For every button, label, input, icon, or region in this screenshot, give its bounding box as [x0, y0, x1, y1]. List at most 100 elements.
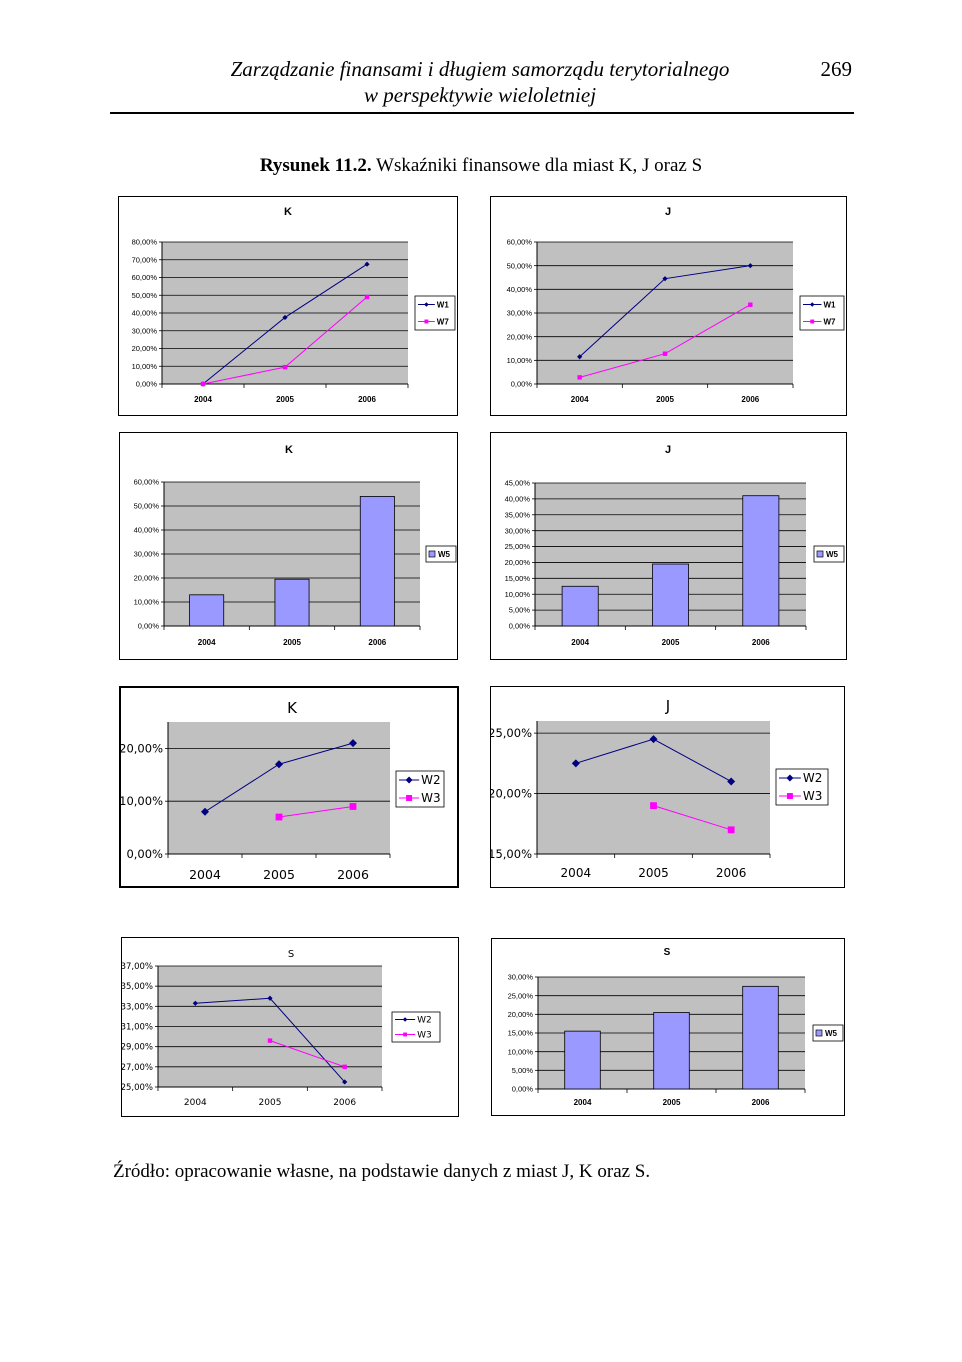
point-w2-2004	[192, 1000, 198, 1006]
y-tick-label: 0,00%	[512, 1085, 534, 1094]
header-rule	[110, 112, 854, 114]
y-tick-label: 25,00%	[505, 542, 531, 551]
x-tick-label: 2004	[184, 1098, 207, 1108]
y-tick-label: 20,00%	[505, 558, 531, 567]
bar-w5-2005	[653, 1012, 690, 1090]
y-tick-label: 20,00%	[507, 332, 533, 341]
x-tick-label: 2004	[198, 638, 216, 647]
legend-label-w3: W3	[421, 791, 441, 805]
point-w2-2005	[649, 735, 658, 744]
point-w7-2004	[200, 381, 206, 387]
point-w7-2005	[662, 351, 668, 356]
y-tick-label: 20,00%	[508, 1010, 534, 1019]
point-w1-2006	[747, 263, 753, 269]
bar-w5-2005	[274, 578, 310, 627]
point-w1-2005	[662, 276, 668, 282]
chart-j-w2-w3: J 15,00% 20,00% 25,00% 2004 2005 2006 W2 W3	[490, 686, 845, 888]
point-w7-2006	[364, 294, 370, 300]
x-tick-label: 2004	[574, 1098, 592, 1107]
y-tick-label: 60,00%	[134, 478, 160, 487]
chart-title: K	[285, 444, 293, 456]
legend-label-w3: W3	[417, 1031, 432, 1041]
y-tick-label: 35,00%	[122, 982, 153, 992]
y-tick-label: 30,00%	[507, 309, 533, 318]
chart-svg: K 0,00% 10,00% 20,00% 30,00% 40,00% 50,00% 60,0…	[134, 444, 457, 647]
y-tick-label: 29,00%	[122, 1043, 153, 1053]
y-tick-label: 20,00%	[121, 741, 163, 755]
legend-marker-w2	[405, 776, 413, 784]
legend-label-w5: W5	[826, 550, 839, 559]
legend-swatch-w5	[816, 550, 824, 558]
legend-label-w2: W2	[803, 771, 823, 785]
point-w2-2006	[342, 1079, 348, 1085]
y-tick-label: 30,00%	[134, 550, 160, 559]
source-note: Źródło: opracowanie własne, na podstawie…	[113, 1161, 651, 1182]
y-tick-label: 0,00%	[509, 622, 531, 631]
y-tick-label: 20,00%	[134, 574, 160, 583]
legend-box	[414, 295, 456, 331]
y-tick-label: 0,00%	[511, 380, 533, 389]
y-tick-label: 10,00%	[508, 1047, 534, 1056]
y-tick-label: 0,00%	[126, 847, 163, 861]
chart-svg: K 0,00% 10,00% 20,00% 30,00% 40,00% 50,00% 60,0…	[132, 206, 456, 404]
legend-label-w7: W7	[437, 317, 450, 326]
point-w7-2006	[748, 302, 753, 307]
point-w7-2005	[282, 364, 288, 370]
point-w2-2005	[275, 760, 283, 769]
x-tick-label: 2005	[283, 638, 301, 647]
y-tick-label: 30,00%	[505, 526, 531, 535]
chart-j-w1-w7: J 0,00% 10,00% 20,00% 30,00% 40,00% 50,00% 60,0…	[490, 196, 847, 416]
legend-marker-w1	[424, 302, 429, 307]
y-tick-label: 0,00%	[138, 622, 160, 631]
y-tick-label: 27,00%	[122, 1063, 153, 1073]
chart-svg: J 0,00% 5,00% 10,00% 15,00% 20,00% 25,00% 30,00…	[505, 444, 845, 647]
chart-svg: S 25,00% 27,00% 29,00% 31,00% 33,00% 35,00% 37,…	[122, 949, 441, 1108]
y-tick-label: 30,00%	[508, 973, 534, 982]
y-tick-label: 15,00%	[491, 847, 532, 861]
point-w2-2006	[349, 739, 357, 748]
y-tick-label: 15,00%	[508, 1029, 534, 1038]
bar-w5-2006	[359, 496, 395, 627]
y-tick-label: 10,00%	[121, 794, 163, 808]
bar-w5-2004	[561, 585, 599, 627]
x-tick-label: 2006	[752, 1098, 770, 1107]
chart-k-w5: K 0,00% 10,00% 20,00% 30,00% 40,00% 50,00% 60,0…	[119, 432, 458, 660]
chart-title: K	[284, 206, 292, 218]
legend-label-w5: W5	[825, 1029, 838, 1038]
legend-box	[812, 1024, 844, 1042]
y-tick-label: 20,00%	[491, 787, 532, 801]
point-w7-2004	[577, 375, 582, 380]
y-tick-label: 50,00%	[134, 502, 160, 511]
figure-caption-text: Wskaźniki finansowe dla miast K, J oraz …	[371, 155, 703, 176]
x-tick-label: 2006	[333, 1098, 356, 1108]
chart-svg: K 0,00% 10,00% 20,00% 2004 2005 2006 W2 W3	[121, 699, 445, 882]
legend-label-w3: W3	[803, 789, 823, 803]
plot-area	[168, 722, 390, 854]
y-tick-label: 0,00%	[136, 380, 158, 389]
x-tick-label: 2005	[638, 866, 669, 880]
y-tick-label: 33,00%	[122, 1002, 153, 1012]
y-tick-label: 40,00%	[132, 309, 158, 318]
header-title: Zarządzanie finansami i długiem samorząd…	[170, 56, 790, 108]
chart-title: S	[664, 947, 671, 958]
point-w3-2006	[727, 826, 735, 834]
line-series-w3	[278, 805, 354, 818]
x-tick-label: 2004	[571, 638, 589, 647]
header-title-line2: w perspektywie wieloletniej	[363, 83, 597, 107]
figure-caption-label: Rysunek 11.2.	[259, 155, 372, 176]
legend-marker-w3	[406, 795, 413, 801]
y-tick-label: 15,00%	[505, 574, 531, 583]
y-tick-label: 10,00%	[132, 362, 158, 371]
y-tick-label: 30,00%	[132, 326, 158, 335]
legend-marker-w3	[786, 793, 793, 799]
y-tick-label: 50,00%	[132, 291, 158, 300]
point-w1-2005	[282, 314, 288, 321]
y-tick-label: 25,00%	[122, 1083, 153, 1093]
y-tick-label: 70,00%	[132, 255, 158, 264]
y-tick-label: 40,00%	[134, 526, 160, 535]
x-tick-label: 2005	[263, 867, 295, 882]
bar-w5-2004	[564, 1030, 601, 1090]
chart-k-w2-w3: K 0,00% 10,00% 20,00% 2004 2005 2006 W2 W3	[119, 686, 459, 888]
point-w2-2004	[571, 759, 580, 768]
point-w3-2006	[349, 803, 357, 810]
